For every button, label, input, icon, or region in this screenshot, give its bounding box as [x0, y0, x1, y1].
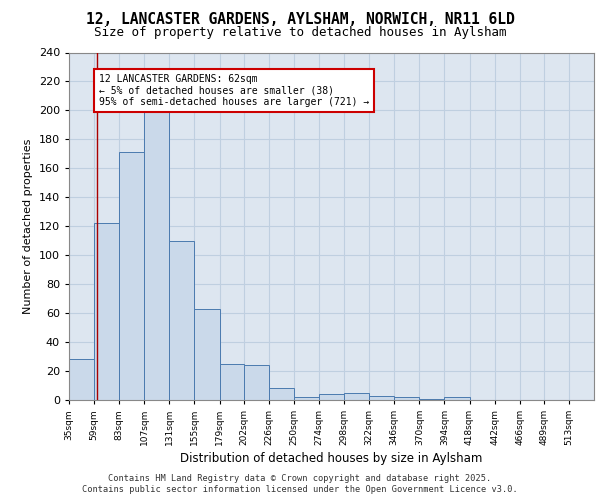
Text: Contains HM Land Registry data © Crown copyright and database right 2025.
Contai: Contains HM Land Registry data © Crown c… — [82, 474, 518, 494]
Bar — [194, 309, 220, 400]
X-axis label: Distribution of detached houses by size in Aylsham: Distribution of detached houses by size … — [181, 452, 482, 466]
Bar — [144, 108, 169, 400]
Text: 12, LANCASTER GARDENS, AYLSHAM, NORWICH, NR11 6LD: 12, LANCASTER GARDENS, AYLSHAM, NORWICH,… — [86, 12, 514, 28]
Text: 12 LANCASTER GARDENS: 62sqm
← 5% of detached houses are smaller (38)
95% of semi: 12 LANCASTER GARDENS: 62sqm ← 5% of deta… — [100, 74, 370, 108]
Bar — [220, 364, 244, 400]
Bar — [169, 240, 194, 400]
Bar — [269, 388, 294, 400]
Bar — [394, 397, 419, 400]
Y-axis label: Number of detached properties: Number of detached properties — [23, 138, 33, 314]
Bar — [419, 398, 445, 400]
Text: Size of property relative to detached houses in Aylsham: Size of property relative to detached ho… — [94, 26, 506, 39]
Bar — [244, 365, 269, 400]
Bar — [445, 397, 470, 400]
Bar — [319, 394, 344, 400]
Bar — [94, 224, 119, 400]
Bar — [69, 360, 94, 400]
Bar — [294, 397, 319, 400]
Bar — [369, 396, 394, 400]
Bar — [119, 152, 144, 400]
Bar — [344, 393, 369, 400]
